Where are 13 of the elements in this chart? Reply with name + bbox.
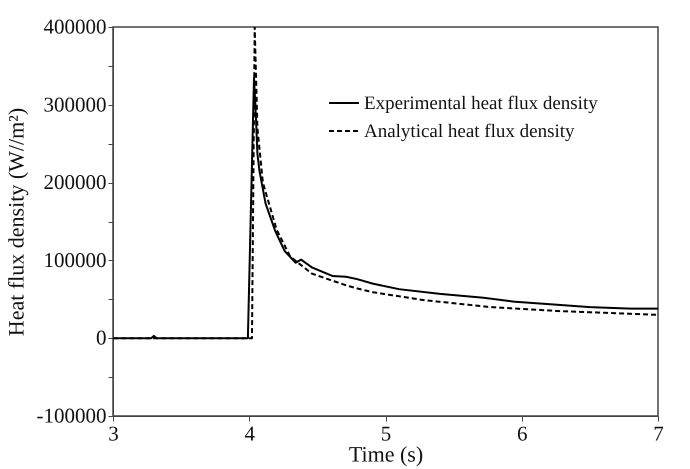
y-tick-label: 400000 [44, 14, 106, 38]
y-tick-label: 0 [96, 326, 106, 350]
legend-label: Experimental heat flux density [364, 93, 598, 114]
x-tick-label: 4 [244, 422, 256, 446]
y-tick-label: 100000 [44, 248, 106, 272]
y-tick-label: 300000 [44, 92, 106, 116]
x-tick-label: 6 [517, 422, 528, 446]
x-tick-label: 7 [653, 422, 664, 446]
y-axis-title: Heat flux density (W//m²) [4, 108, 29, 336]
y-tick-label: 200000 [44, 170, 106, 194]
y-tick-label: -100000 [36, 404, 106, 428]
legend-label: Analytical heat flux density [364, 121, 576, 142]
x-tick-label: 3 [108, 422, 119, 446]
